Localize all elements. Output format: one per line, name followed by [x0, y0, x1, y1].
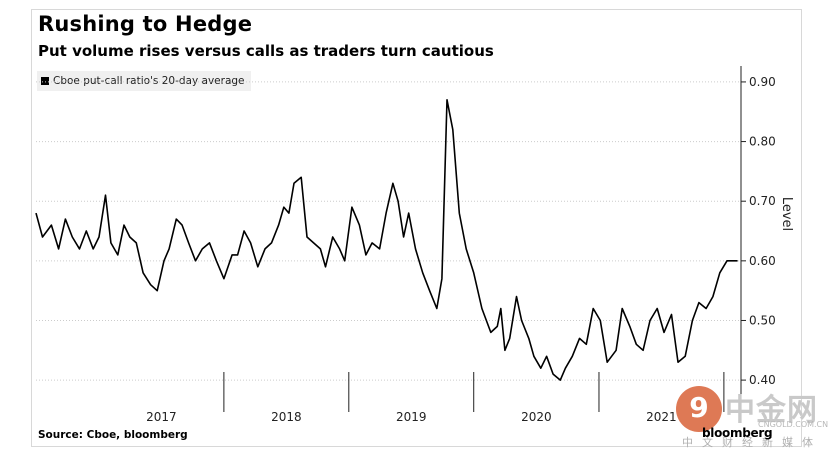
legend-label: Cboe put-call ratio's 20-day average [53, 75, 245, 87]
y-tick-label: 0.70 [749, 194, 776, 208]
y-tick-label: 0.90 [749, 75, 776, 89]
bloomberg-logo: bloomberg [702, 426, 773, 440]
legend-swatch [41, 77, 49, 85]
x-tick-label: 2018 [271, 410, 302, 424]
y-tick-label: 0.60 [749, 254, 776, 268]
y-tick-label: 0.50 [749, 313, 776, 327]
y-axis-title: Level [779, 197, 794, 231]
series-line [35, 99, 738, 381]
y-tick-label: 0.40 [749, 373, 776, 387]
chart-subtitle: Put volume rises versus calls as traders… [38, 42, 494, 60]
legend: Cboe put-call ratio's 20-day average [37, 71, 251, 91]
chart-title: Rushing to Hedge [38, 12, 253, 36]
x-tick-label: 2020 [521, 410, 552, 424]
source-note: Source: Cboe, bloomberg [38, 429, 188, 441]
x-tick-label: 2017 [146, 410, 177, 424]
y-tick-label: 0.80 [749, 135, 776, 149]
x-tick-label: 2019 [396, 410, 427, 424]
x-tick-label: 2021 [646, 410, 677, 424]
